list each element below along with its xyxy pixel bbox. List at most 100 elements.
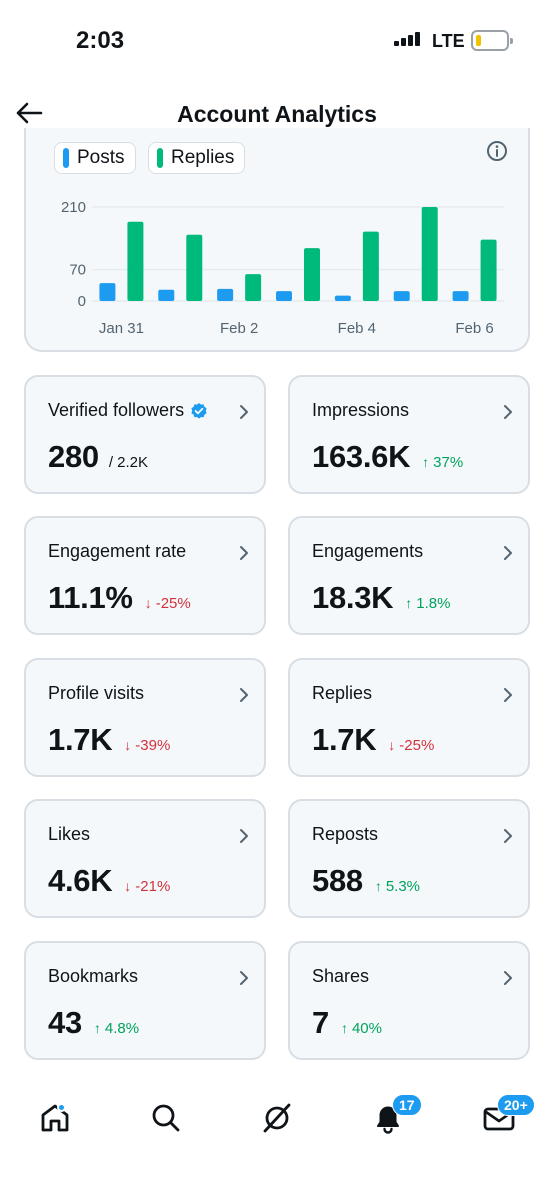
metric-card-engagement-rate[interactable]: Engagement rate 11.1% ↓ -25% xyxy=(24,516,266,635)
arrow-down-icon: ↓ xyxy=(124,878,132,894)
metric-label: Engagements xyxy=(312,541,423,562)
metric-value: 4.6K xyxy=(48,863,113,898)
nav-grok[interactable] xyxy=(249,1090,305,1146)
metric-value: 7 xyxy=(312,1005,329,1040)
bar-replies[interactable] xyxy=(304,248,320,301)
metric-change-value: 5.3% xyxy=(385,877,421,895)
chevron-right-icon xyxy=(504,405,512,419)
nav-notifications[interactable]: 17 xyxy=(360,1090,422,1146)
metric-value-row: 1.7K ↓ -25% xyxy=(312,722,434,758)
metric-change: ↓ -39% xyxy=(124,737,170,754)
bell-icon xyxy=(377,1106,399,1134)
bar-replies[interactable] xyxy=(127,221,144,301)
metric-card-shares[interactable]: Shares 7 ↑ 40% xyxy=(288,941,530,1060)
metric-label-text: Engagements xyxy=(312,541,424,561)
arrow-down-icon: ↓ xyxy=(144,595,152,611)
metric-value: 588 xyxy=(312,863,363,898)
metric-change: ↑ 5.3% xyxy=(375,878,420,895)
bar-replies[interactable] xyxy=(421,207,438,301)
metric-label-text: Replies xyxy=(312,683,373,703)
chevron-right-icon xyxy=(504,829,512,843)
nav-search[interactable] xyxy=(138,1090,194,1146)
metric-card-replies[interactable]: Replies 1.7K ↓ -25% xyxy=(288,658,530,777)
arrow-up-icon: ↑ xyxy=(93,1020,101,1036)
nav-messages[interactable]: 20+ xyxy=(471,1090,535,1146)
metric-label: Replies xyxy=(312,683,372,704)
metric-change-value: -25% xyxy=(155,594,191,612)
legend-replies[interactable]: Replies xyxy=(148,142,246,174)
legend-posts[interactable]: Posts xyxy=(54,142,136,174)
metric-label: Verified followers xyxy=(48,400,208,421)
metric-value-row: 588 ↑ 5.3% xyxy=(312,863,420,899)
bar-replies[interactable] xyxy=(245,274,262,301)
x-tick-label: Feb 4 xyxy=(338,320,376,337)
x-tick-label: Feb 2 xyxy=(220,320,258,337)
notifications-badge: 17 xyxy=(392,1094,422,1116)
metric-card-engagements[interactable]: Engagements 18.3K ↑ 1.8% xyxy=(288,516,530,635)
status-time: 2:03 xyxy=(76,27,125,54)
metric-card-verified-followers[interactable]: Verified followers 280 / 2.2K xyxy=(24,375,266,494)
arrow-down-icon: ↓ xyxy=(124,737,132,753)
home-icon xyxy=(41,1104,69,1132)
bar-replies[interactable] xyxy=(480,239,497,301)
bar-posts[interactable] xyxy=(99,283,116,301)
metric-card-bookmarks[interactable]: Bookmarks 43 ↑ 4.8% xyxy=(24,941,266,1060)
metric-value-row: 43 ↑ 4.8% xyxy=(48,1005,139,1041)
bar-posts[interactable] xyxy=(452,291,469,301)
bar-posts[interactable] xyxy=(393,291,410,301)
metric-change-value: -39% xyxy=(135,736,171,754)
network-label: LTE xyxy=(432,31,465,51)
metric-label-text: Engagement rate xyxy=(48,541,187,561)
metric-value-row: 1.7K ↓ -39% xyxy=(48,722,170,758)
bar-replies[interactable] xyxy=(362,231,379,301)
metric-card-likes[interactable]: Likes 4.6K ↓ -21% xyxy=(24,799,266,918)
chevron-right-icon xyxy=(240,405,248,419)
nav-home[interactable] xyxy=(27,1090,83,1146)
arrow-up-icon: ↑ xyxy=(422,454,430,470)
metric-change-value: -25% xyxy=(399,736,435,754)
messages-badge: 20+ xyxy=(497,1094,535,1116)
metric-total: / 2.2K xyxy=(108,454,149,471)
metric-label-text: Shares xyxy=(312,966,370,986)
y-tick-label: 210 xyxy=(61,199,86,216)
arrow-up-icon: ↑ xyxy=(340,1020,348,1036)
chevron-right-icon xyxy=(504,688,512,702)
bar-replies[interactable] xyxy=(186,234,203,301)
metric-change: ↓ -21% xyxy=(124,878,170,895)
metric-value: 43 xyxy=(48,1005,82,1040)
arrow-up-icon: ↑ xyxy=(405,595,413,611)
metric-value-row: 7 ↑ 40% xyxy=(312,1005,382,1041)
back-button[interactable] xyxy=(12,96,46,130)
metric-card-reposts[interactable]: Reposts 588 ↑ 5.3% xyxy=(288,799,530,918)
bar-posts[interactable] xyxy=(334,295,351,301)
metric-label-text: Impressions xyxy=(312,400,410,420)
metric-change-value: 40% xyxy=(351,1019,382,1037)
chart-card: Posts Replies 0 70 210 Jan 31 Feb 2 Feb 4 Feb … xyxy=(24,128,530,352)
metric-label-text: Likes xyxy=(48,824,91,844)
metric-label: Likes xyxy=(48,824,90,845)
legend-label-posts: Posts xyxy=(77,147,125,168)
metric-label: Profile visits xyxy=(48,683,144,704)
legend-swatch-posts xyxy=(63,148,69,168)
bar-posts[interactable] xyxy=(217,288,234,301)
bar-posts[interactable] xyxy=(276,291,292,301)
header: Account Analytics xyxy=(0,84,554,144)
chevron-right-icon xyxy=(504,546,512,560)
chevron-right-icon xyxy=(240,971,248,985)
metric-label-text: Bookmarks xyxy=(48,966,139,986)
metric-card-impressions[interactable]: Impressions 163.6K ↑ 37% xyxy=(288,375,530,494)
metric-label: Shares xyxy=(312,966,369,987)
nav-home-dot xyxy=(57,1103,66,1112)
y-tick-label: 0 xyxy=(78,293,86,310)
metric-change-value: -21% xyxy=(135,877,171,895)
legend-swatch-replies xyxy=(157,148,163,168)
info-icon[interactable] xyxy=(486,140,508,162)
metric-change: ↓ -25% xyxy=(145,595,191,612)
bar-posts[interactable] xyxy=(158,289,175,301)
metric-change-value: 37% xyxy=(433,453,464,471)
metric-card-profile-visits[interactable]: Profile visits 1.7K ↓ -39% xyxy=(24,658,266,777)
metric-value: 163.6K xyxy=(312,439,411,474)
metric-label-text: Reposts xyxy=(312,824,379,844)
metric-value-row: 4.6K ↓ -21% xyxy=(48,863,170,899)
legend-label-replies: Replies xyxy=(171,147,235,168)
